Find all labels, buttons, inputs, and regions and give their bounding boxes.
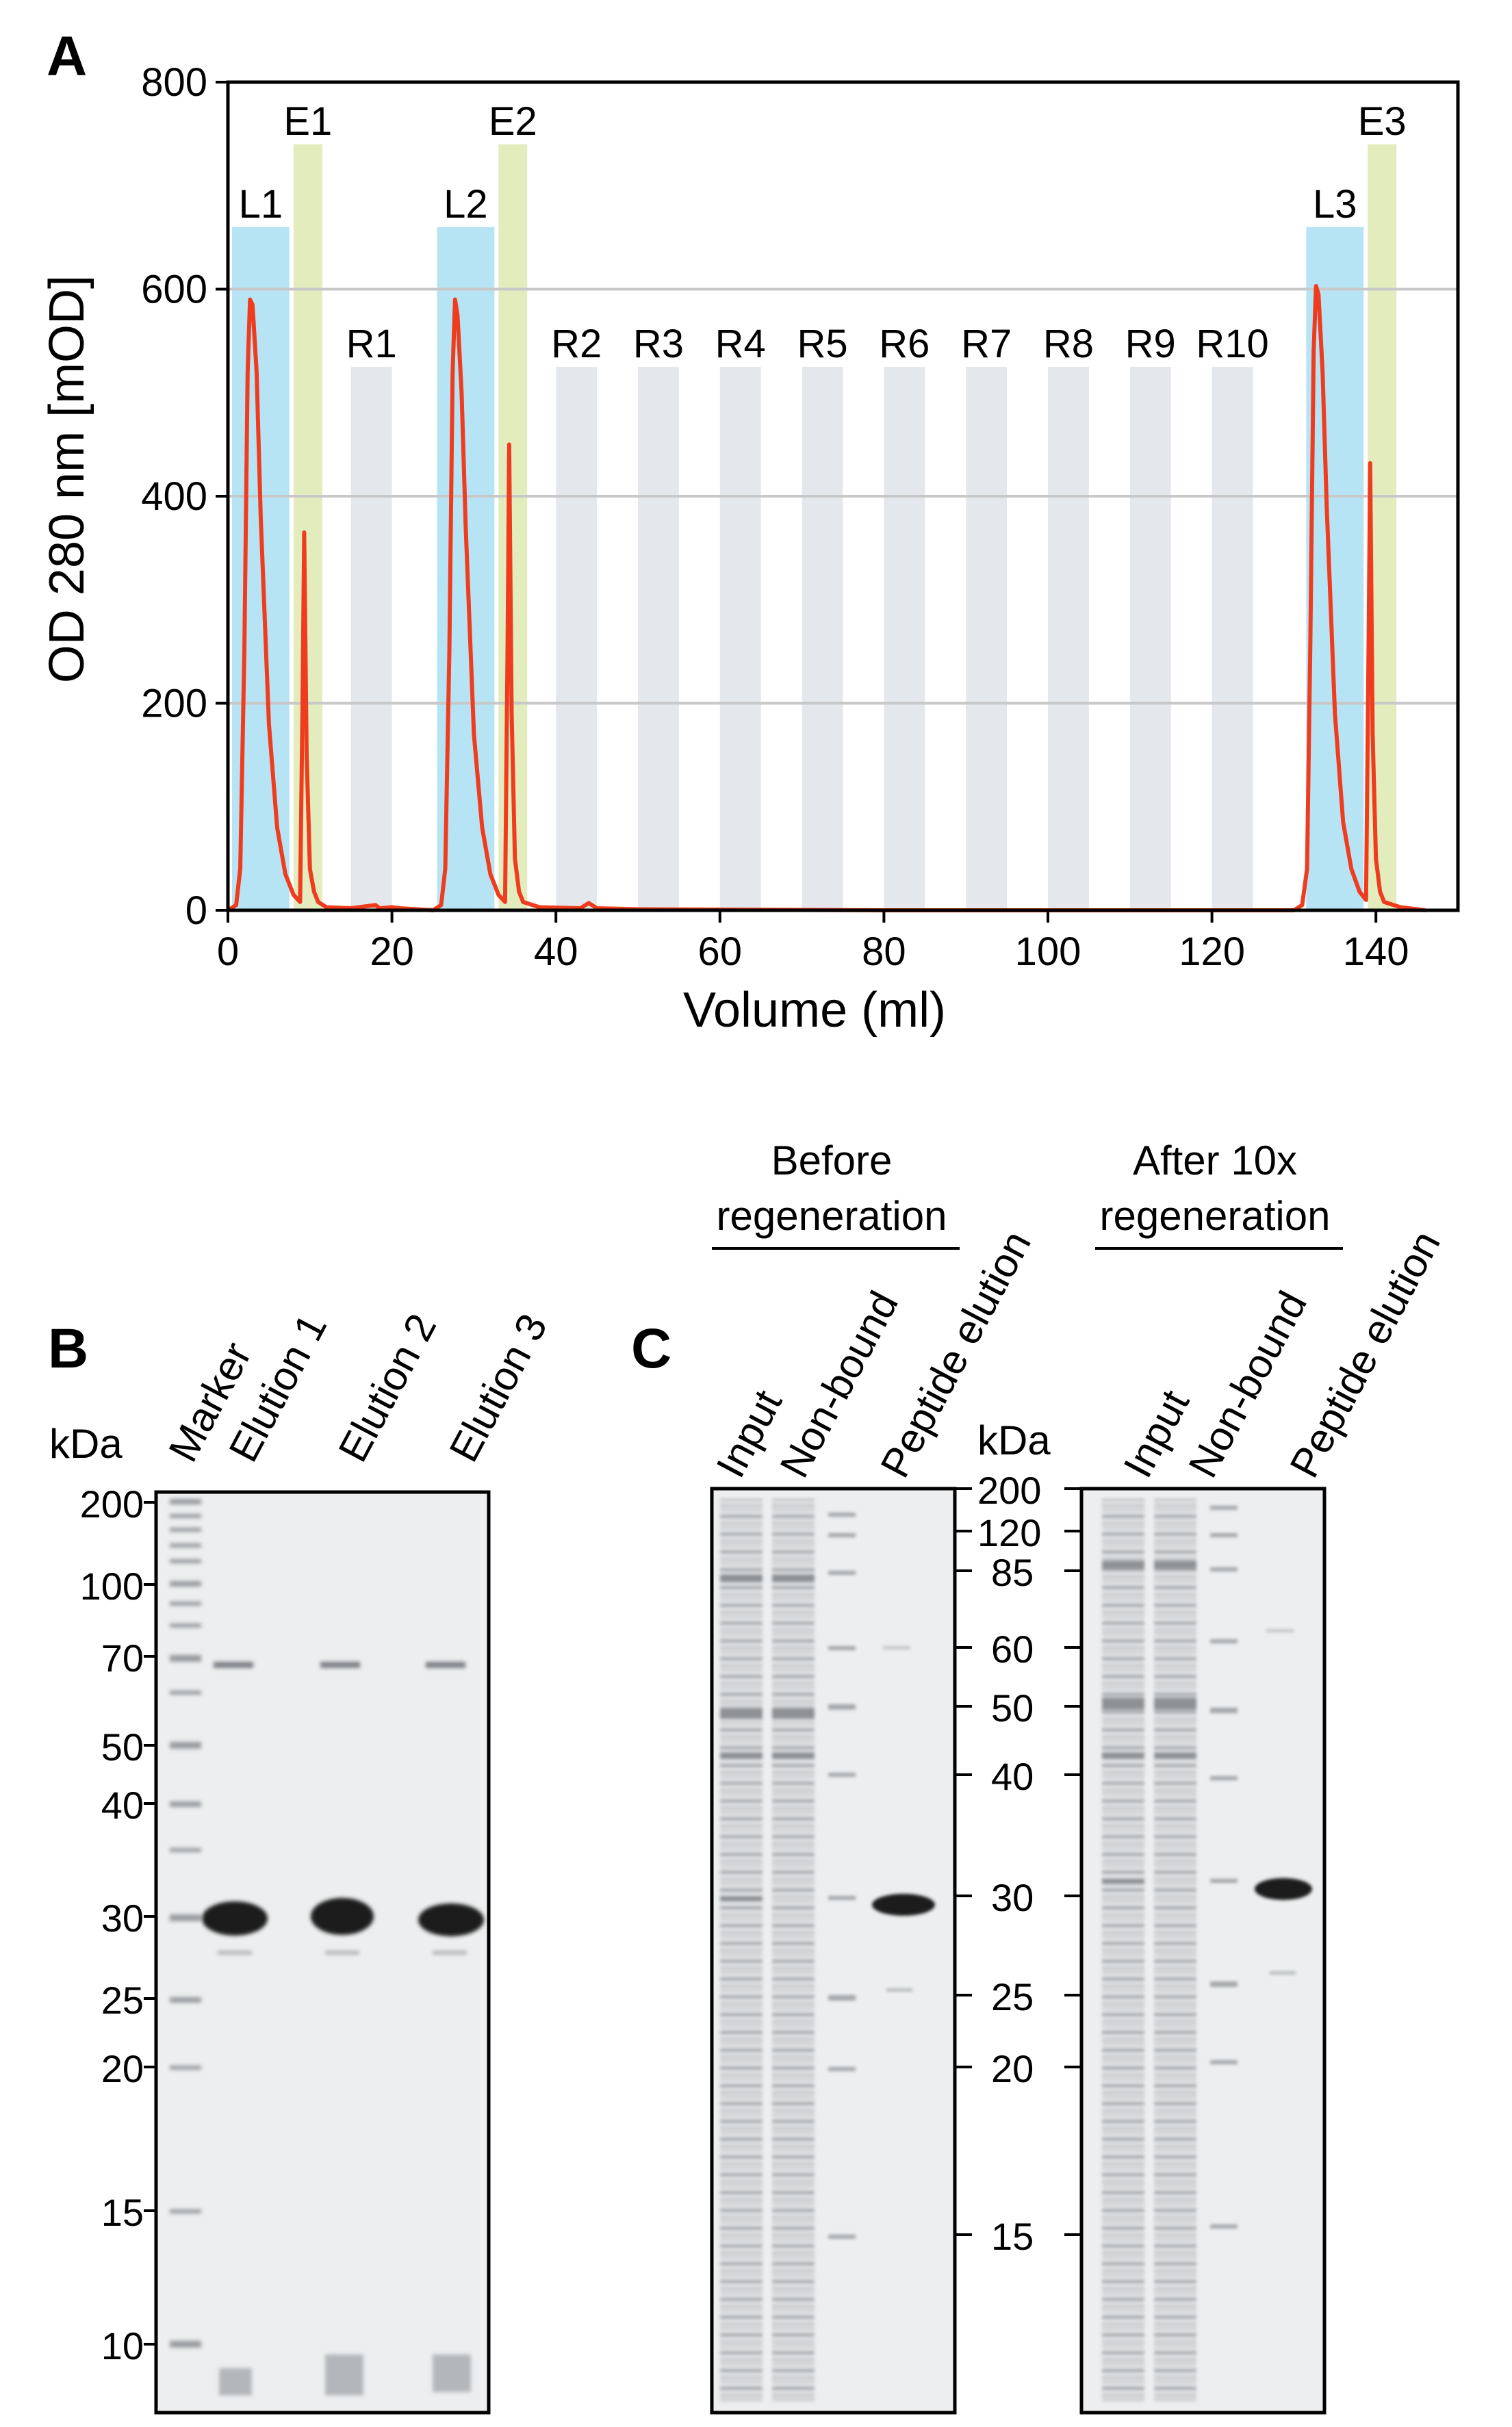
x-tick-label-60: 60 [698,929,743,974]
region-label-r2: R2 [551,322,602,366]
kda-marker-b-20: 20 [101,2047,144,2090]
x-tick-label-80: 80 [862,929,906,974]
grid-layer [228,287,1458,705]
region-r6 [884,366,925,910]
x-tick-label-20: 20 [370,929,414,974]
group-title-after-text: After 10x regeneration [1099,1138,1331,1239]
kda-marker-c-20: 20 [991,2047,1034,2090]
gel-b [144,1490,491,2415]
region-r4 [719,366,761,910]
y-tick-label-0: 0 [185,888,207,933]
region-label-r4: R4 [715,322,766,366]
kda-marker-c-50: 50 [991,1686,1034,1730]
panel-c-letter: C [631,1318,672,1380]
region-r7 [966,366,1008,910]
x-axis-label: Volume (ml) [683,983,946,1038]
kda-marker-c-200: 200 [977,1469,1042,1512]
region-label-e2: E2 [489,99,537,144]
kda-marker-c-120: 120 [977,1511,1042,1554]
kda-marker-c-40: 40 [991,1755,1034,1798]
region-label-r8: R8 [1043,322,1094,366]
kda-marker-b-200: 200 [79,1482,144,1526]
kda-marker-c-25: 25 [991,1975,1034,2018]
region-r10 [1212,366,1253,910]
kda-marker-b-10: 10 [101,2324,144,2367]
kda-marker-b-50: 50 [101,1725,144,1769]
x-tick-label-140: 140 [1343,929,1409,974]
region-r8 [1048,366,1089,910]
x-tick-label-0: 0 [217,929,239,974]
region-r9 [1129,366,1171,910]
x-tick-label-120: 120 [1179,929,1245,974]
panel-c-kda-label: kDa [977,1417,1051,1463]
group-title-after: After 10x regeneration [1061,1133,1369,1244]
region-label-r10: R10 [1196,322,1268,366]
axes-layer: 0 20 40 60 80 100 120 140 0 200 400 600 800 [141,60,1460,974]
region-r5 [802,366,843,910]
y-axis-label: OD 280 nm [mOD] [40,275,94,683]
y-tick-label-200: 200 [141,682,207,726]
kda-marker-c-60: 60 [991,1628,1034,1671]
kda-marker-b-40: 40 [101,1784,144,1827]
group-title-before: Before regeneration [678,1133,986,1244]
region-label-l2: L2 [444,182,488,227]
panel-b-letter: B [48,1318,89,1380]
region-r2 [556,366,598,910]
region-r3 [638,366,679,910]
group-underline-before [712,1247,960,1250]
region-label-r1: R1 [346,322,397,366]
kda-marker-b-15: 15 [101,2191,144,2234]
region-label-r6: R6 [879,322,930,366]
region-label-e3: E3 [1358,99,1407,144]
y-tick-label-600: 600 [141,268,207,312]
group-title-before-text: Before regeneration [716,1138,947,1239]
kda-marker-b-70: 70 [101,1636,144,1680]
region-label-r7: R7 [961,322,1012,366]
region-r1 [350,366,392,910]
kda-marker-c-15: 15 [991,2215,1034,2258]
x-tick-label-100: 100 [1015,929,1081,974]
y-tick-label-400: 400 [141,474,207,519]
y-tick-label-800: 800 [141,60,207,105]
region-label-r3: R3 [633,322,684,366]
kda-marker-b-30: 30 [101,1897,144,1940]
region-label-l3: L3 [1313,182,1357,227]
kda-marker-c-30: 30 [991,1876,1034,1919]
region-label-r5: R5 [797,322,847,366]
trace-layer [227,284,1426,912]
od280-trace [227,284,1426,912]
region-label-l1: L1 [239,182,283,227]
group-underline-after [1095,1247,1343,1250]
panel-b-kda-label: kDa [49,1421,123,1467]
kda-marker-b-100: 100 [79,1565,144,1608]
panel-a-letter: A [47,25,88,88]
region-label-r9: R9 [1125,322,1176,366]
x-tick-label-40: 40 [534,929,578,974]
region-label-e1: E1 [283,99,332,144]
kda-marker-b-25: 25 [101,1979,144,2022]
kda-marker-c-85: 85 [991,1551,1034,1594]
